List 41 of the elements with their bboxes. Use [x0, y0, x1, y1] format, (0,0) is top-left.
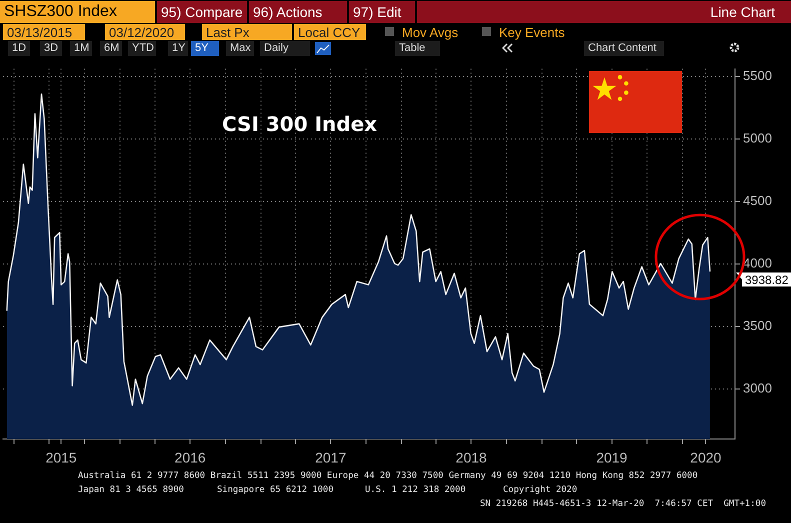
text: Key Events: [498, 24, 566, 40]
text: 1D: [8, 41, 30, 56]
text: Singapore 65 6212 1000: [217, 485, 334, 495]
x-tick-label: 2015: [46, 449, 77, 466]
text: Chart Content: [584, 41, 664, 56]
x-tick-label: 2019: [596, 449, 628, 466]
text: 1M: [70, 41, 92, 56]
text: 97) Edit: [349, 1, 415, 23]
text: Max: [226, 41, 254, 56]
text: Mov Avgs: [401, 24, 460, 40]
text: Copyright 2020: [503, 485, 578, 495]
text: 95) Compare: [157, 1, 247, 23]
text: SN 219268 H445-4651-3 12-Mar-20 7:46:57 CET GMT+1:00: [480, 499, 766, 509]
text: Table: [395, 41, 440, 56]
y-tick-label: 5000: [743, 130, 772, 146]
text: Daily: [260, 41, 310, 56]
text: U.S. 1 212 318 2000: [365, 485, 466, 495]
text: SHSZ300 Index: [0, 1, 155, 23]
text: Local CCY: [294, 24, 366, 40]
x-tick-label: 2016: [174, 449, 206, 466]
text: 6M: [100, 41, 122, 56]
y-tick-label: 4500: [743, 192, 772, 208]
text: 3D: [40, 41, 62, 56]
text: CSI 300 Index: [222, 112, 378, 136]
text: 1Y: [168, 41, 188, 56]
x-tick-label: 2020: [690, 449, 722, 466]
x-tick-label: 2017: [315, 449, 346, 466]
text: 5Y: [191, 41, 219, 56]
x-tick-label: 2018: [456, 449, 488, 466]
y-tick-label: 5500: [743, 68, 772, 83]
text: 96) Actions: [249, 1, 347, 23]
y-tick-label: 3500: [743, 318, 772, 334]
text: 03/13/2015: [3, 24, 85, 40]
text: YTD: [128, 41, 156, 56]
text: Last Px: [202, 24, 292, 40]
text: Line Chart: [417, 1, 791, 23]
annotation: 3938.82: [745, 272, 789, 287]
text: Japan 81 3 4565 8900: [78, 485, 184, 495]
text: Australia 61 2 9777 8600 Brazil 5511 2395 9000 Europe 44 20 7330 7500 Germany 49 69 9204 1210 Hong Kong 852 2977 6000: [78, 471, 698, 481]
text: 03/12/2020: [105, 24, 185, 40]
y-tick-label: 3000: [743, 380, 772, 396]
